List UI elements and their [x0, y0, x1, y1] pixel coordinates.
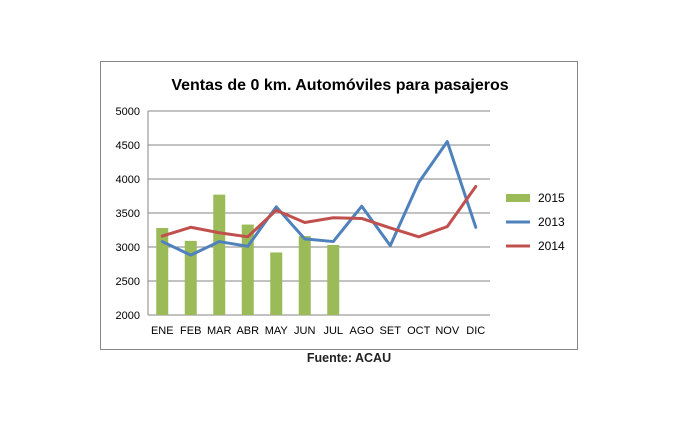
y-tick-label: 3000 [116, 242, 140, 254]
legend-label-2014: 2014 [538, 239, 565, 253]
x-tick-label: MAR [207, 325, 232, 337]
x-tick-label: OCT [407, 325, 431, 337]
x-tick-label: FEB [180, 325, 201, 337]
bar-2015 [156, 227, 169, 315]
line-2013 [160, 140, 478, 257]
y-tick-label: 4000 [116, 174, 140, 186]
legend-label-2013: 2013 [538, 215, 565, 229]
chart-title: Ventas de 0 km. Automóviles para pasajer… [171, 77, 508, 94]
legend-label-2015: 2015 [538, 191, 565, 205]
line-2014 [160, 184, 478, 239]
bar-2015 [270, 252, 283, 315]
x-tick-label: ENE [151, 325, 174, 337]
bar-2015 [327, 244, 340, 315]
x-tick-label: SET [380, 325, 402, 337]
y-tick-label: 3500 [116, 208, 140, 220]
y-tick-label: 2000 [116, 310, 140, 322]
legend-swatch-2015 [506, 194, 530, 202]
y-tick-label: 2500 [116, 276, 140, 288]
bar-2015 [213, 194, 226, 315]
bar-2015 [184, 240, 197, 315]
x-tick-label: JUN [294, 325, 315, 337]
x-tick-label: ABR [236, 325, 259, 337]
x-tick-label: AGO [350, 325, 375, 337]
source-text: Fuente: ACAU [306, 351, 392, 365]
x-tick-label: JUL [323, 325, 343, 337]
x-tick-label: DIC [466, 325, 485, 337]
x-tick-label: NOV [435, 325, 460, 337]
x-tick-label: MAY [265, 325, 289, 337]
bar-2015 [298, 236, 311, 315]
y-tick-label: 5000 [116, 106, 140, 118]
source-note: Fuente: ACAU [0, 351, 680, 365]
y-tick-label: 4500 [116, 140, 140, 152]
